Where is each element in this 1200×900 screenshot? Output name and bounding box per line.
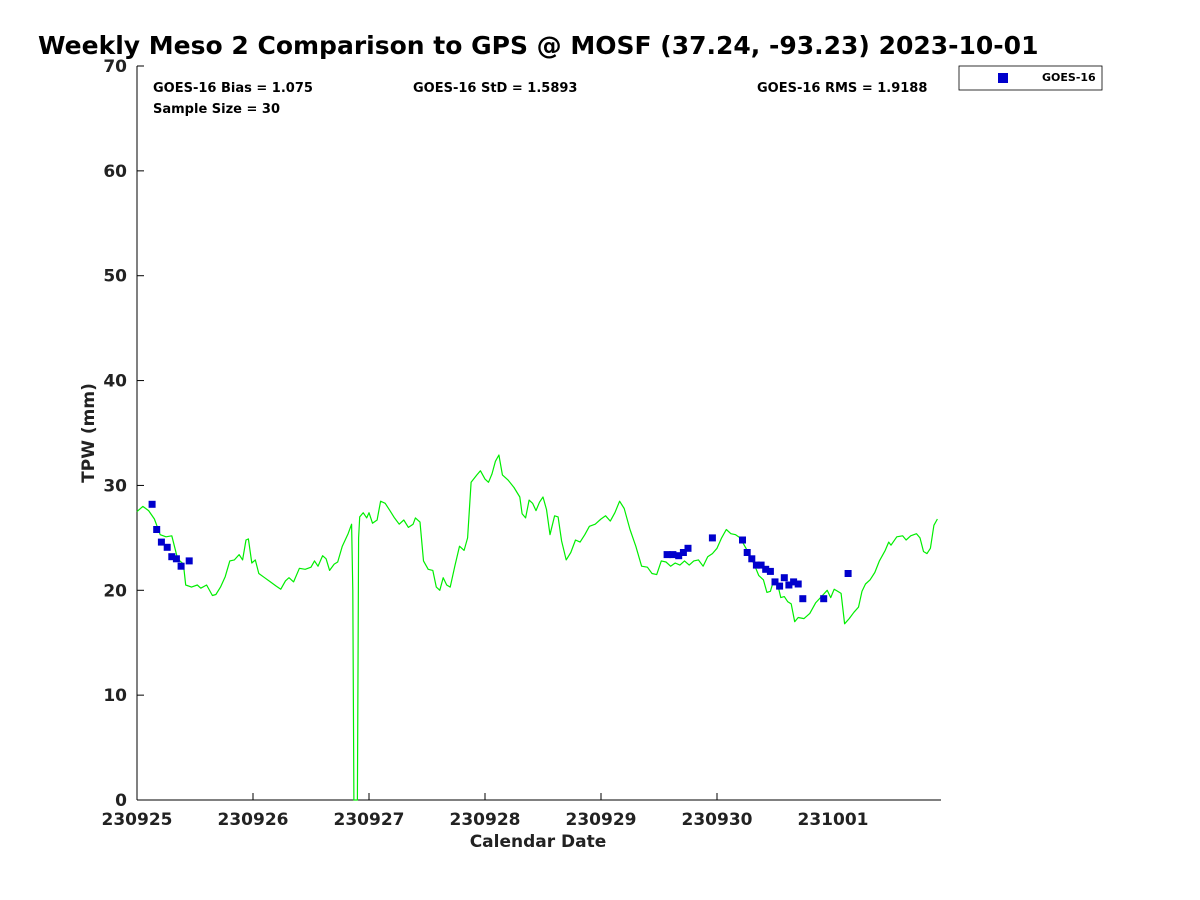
x-tick-label: 230928: [450, 810, 521, 830]
goes-point: [157, 538, 165, 546]
goes-point: [748, 555, 756, 563]
goes-point: [185, 557, 193, 565]
goes-point: [177, 562, 185, 570]
goes-point: [780, 574, 788, 582]
goes-point: [799, 595, 807, 603]
gps-line-layer: [136, 454, 938, 801]
goes-point: [708, 534, 716, 542]
goes-point: [163, 543, 171, 551]
y-axis-label: TPW (mm): [79, 383, 99, 483]
x-tick-label: 230929: [566, 810, 637, 830]
goes-point: [820, 595, 828, 603]
goes-point: [776, 582, 784, 590]
y-tick-label: 60: [103, 162, 127, 182]
goes-point: [762, 565, 770, 573]
goes-point: [679, 549, 687, 556]
goes-point: [766, 567, 774, 575]
y-tick-label: 40: [103, 372, 127, 392]
chart-title: Weekly Meso 2 Comparison to GPS @ MOSF (…: [38, 31, 1038, 60]
goes-point: [669, 551, 677, 559]
goes-point: [790, 578, 798, 586]
x-tick-label: 230926: [218, 810, 289, 830]
rms-stat: GOES-16 RMS = 1.9188: [757, 81, 927, 96]
goes-point: [844, 570, 852, 577]
goes-point: [739, 536, 746, 544]
legend-entry: GOES-16: [1042, 71, 1096, 84]
x-tick-label: 230930: [682, 810, 753, 830]
goes-point: [771, 578, 779, 586]
x-axis-label: Calendar Date: [470, 832, 607, 852]
y-tick-label: 30: [103, 476, 127, 496]
goes-point: [172, 555, 180, 563]
goes-point: [153, 526, 161, 533]
goes-points-layer: [148, 500, 852, 603]
gps-line: [136, 454, 938, 801]
y-tick-label: 10: [103, 686, 127, 706]
std-stat: GOES-16 StD = 1.5893: [413, 81, 577, 96]
goes-point: [743, 549, 751, 556]
x-tick-label: 230927: [334, 810, 405, 830]
y-tick-label: 0: [115, 791, 127, 811]
x-tick-label: 231001: [798, 810, 869, 830]
goes-point: [752, 561, 760, 569]
goes-point: [785, 581, 793, 589]
y-tick-label: 50: [103, 267, 127, 287]
goes-point: [168, 553, 176, 561]
x-tick-label: 230925: [102, 810, 173, 830]
goes-point: [148, 500, 156, 508]
legend-box: [958, 65, 1103, 91]
goes-point: [794, 580, 802, 588]
goes-point: [757, 561, 765, 569]
legend-marker: [998, 73, 1008, 83]
sample-size-stat: Sample Size = 30: [153, 102, 280, 117]
axes: 0 10 20 30 40 50 60 70 230925 230926 230927 230928 2…: [102, 57, 941, 830]
y-tick-label: 70: [103, 57, 127, 77]
legend: GOES-16: [958, 65, 1103, 91]
goes-point: [663, 551, 671, 559]
goes-point: [675, 552, 683, 560]
plot-area: 0 10 20 30 40 50 60 70 230925 230926 230927 230928 2…: [102, 57, 941, 830]
y-tick-label: 20: [103, 581, 127, 601]
goes-point: [684, 544, 692, 552]
bias-stat: GOES-16 Bias = 1.075: [153, 81, 313, 96]
